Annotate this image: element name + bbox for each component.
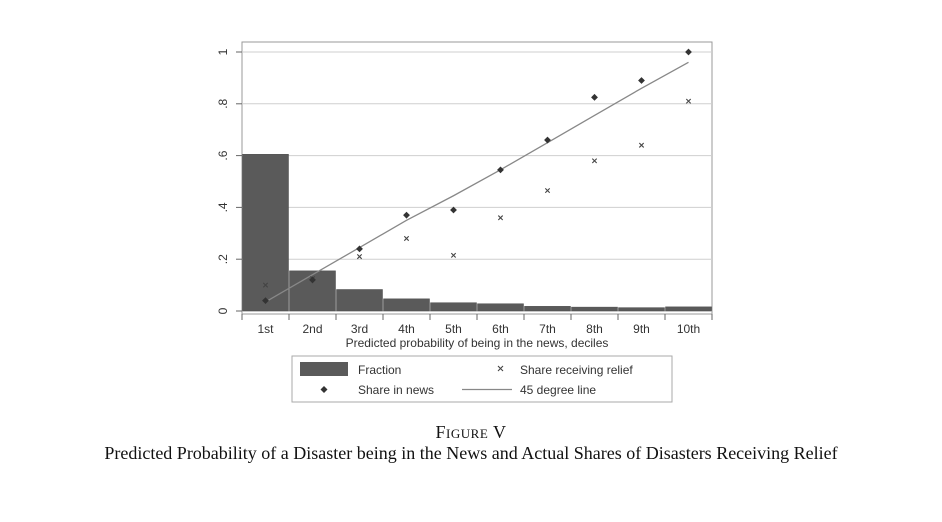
news-point [544,136,551,144]
x-tick-label: 6th [492,322,509,336]
fraction-bar [242,154,289,312]
legend: Fraction Share receiving relief Share in n… [291,355,673,403]
x-tick-label: 8th [586,322,603,336]
news-point [638,77,645,84]
figure-label: Figure V [435,422,507,442]
data-points [262,48,692,305]
legend-swatch-fraction [300,362,348,376]
fraction-bar [665,306,712,312]
y-tick-label: 1 [216,48,230,55]
y-tick-label: .4 [216,202,230,212]
fraction-bar [524,306,571,312]
news-point [356,245,363,253]
relief-point [450,252,457,258]
x-axis-label: Predicted probability of being in the ne… [346,336,609,350]
y-tick-label: 0 [216,307,230,314]
relief-point [497,215,504,221]
news-point [497,166,504,174]
legend-label-45: 45 degree line [520,383,596,397]
news-point [309,276,316,284]
x-tick-label: 10th [677,322,700,336]
y-tick-label: .8 [216,98,230,108]
x-tick-label: 9th [633,322,650,336]
x-tick-label: 5th [445,322,462,336]
relief-point [262,282,269,288]
y-tick-label: .2 [216,254,230,264]
news-point [591,93,598,101]
x-tick-label: 3rd [351,322,368,336]
forty-five-degree-line [265,61,689,303]
y-tick-label: .6 [216,150,230,160]
figure-title: Predicted Probability of a Disaster bein… [104,443,838,463]
line-series [265,61,689,303]
legend-marker-news [320,386,328,393]
legend-box [291,355,673,403]
fraction-bar [430,302,477,312]
relief-point [356,254,363,260]
x-axis: 1st 2nd 3rd 4th 5th 6th 7th 8th 9th 10th [241,314,713,336]
legend-marker-relief [497,365,504,372]
news-point [403,211,410,219]
news-point [685,48,692,56]
fraction-bar [477,303,524,312]
relief-point [403,235,410,242]
fraction-bar [571,306,618,312]
news-point [450,206,457,214]
relief-point [685,98,692,104]
fraction-bars [242,154,712,312]
x-tick-label: 2nd [302,322,322,336]
relief-point [638,142,645,148]
x-tick-label: 4th [398,322,415,336]
fraction-bar [383,298,430,312]
chart: 0 .2 .4 .6 .8 1 1st 2nd 3rd 4th 5th 6th 7th 8th 9th 10… [216,41,713,403]
relief-point [591,158,598,164]
fraction-bar [618,307,665,312]
x-tick-label: 1st [257,322,274,336]
x-tick-label: 7th [539,322,556,336]
legend-label-fraction: Fraction [358,363,401,377]
fraction-bar [336,289,383,312]
legend-label-news: Share in news [358,383,434,397]
relief-point [544,187,551,194]
y-axis: 0 .2 .4 .6 .8 1 [216,48,242,314]
legend-label-relief: Share receiving relief [520,363,633,377]
news-point [262,297,269,305]
